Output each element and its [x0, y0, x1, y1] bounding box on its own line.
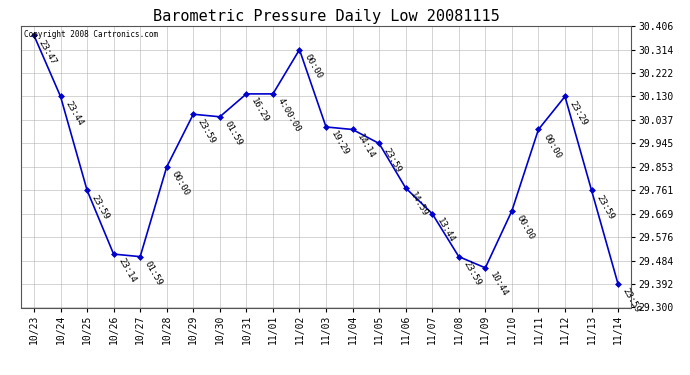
Text: 23:59: 23:59 — [196, 117, 217, 145]
Text: 00:00: 00:00 — [541, 132, 562, 160]
Text: 23:59: 23:59 — [594, 193, 615, 221]
Title: Barometric Pressure Daily Low 20081115: Barometric Pressure Daily Low 20081115 — [152, 9, 500, 24]
Text: 14:14: 14:14 — [355, 132, 377, 160]
Text: 4:00:00: 4:00:00 — [276, 97, 302, 134]
Text: 23:29: 23:29 — [568, 99, 589, 127]
Text: 00:00: 00:00 — [302, 53, 324, 80]
Text: 01:59: 01:59 — [143, 260, 164, 287]
Text: 23:47: 23:47 — [37, 38, 58, 66]
Text: 00:00: 00:00 — [515, 214, 536, 242]
Text: 23:59: 23:59 — [621, 287, 642, 315]
Text: 23:59: 23:59 — [462, 260, 483, 287]
Text: 16:29: 16:29 — [249, 97, 270, 124]
Text: 23:44: 23:44 — [63, 99, 85, 127]
Text: 10:44: 10:44 — [488, 271, 509, 298]
Text: 01:59: 01:59 — [223, 120, 244, 147]
Text: 00:00: 00:00 — [170, 170, 190, 197]
Text: 23:14: 23:14 — [117, 257, 137, 285]
Text: Copyright 2008 Cartronics.com: Copyright 2008 Cartronics.com — [23, 30, 158, 39]
Text: 23:59: 23:59 — [382, 146, 403, 174]
Text: 14:59: 14:59 — [408, 191, 430, 219]
Text: 19:29: 19:29 — [329, 130, 350, 158]
Text: 13:44: 13:44 — [435, 216, 456, 244]
Text: 23:59: 23:59 — [90, 193, 111, 221]
